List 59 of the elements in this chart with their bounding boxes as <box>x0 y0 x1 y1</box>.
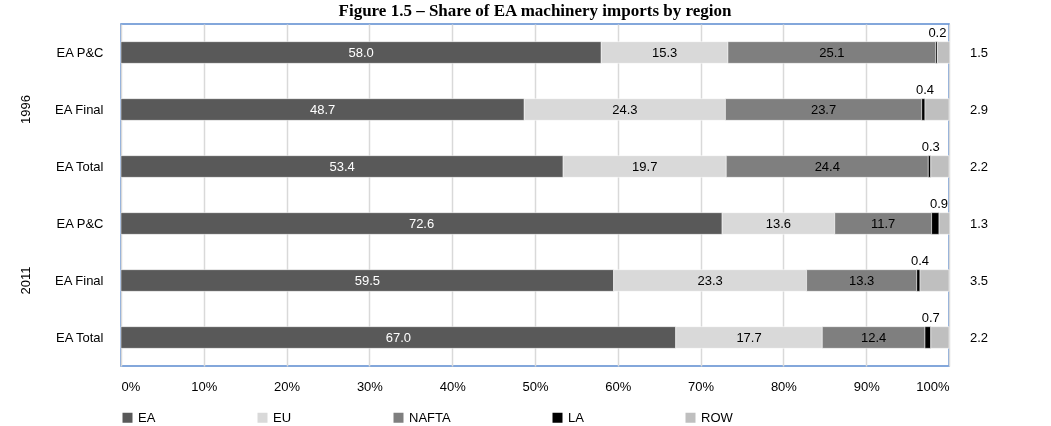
legend-label: NAFTA <box>409 409 451 425</box>
data-label: 19.7 <box>632 158 658 174</box>
data-label: 1.5 <box>969 44 989 60</box>
y-tick-label: EA Final <box>55 272 104 288</box>
data-label: 1.3 <box>969 215 989 231</box>
x-tick-label: 80% <box>770 378 798 394</box>
data-label: 24.3 <box>612 101 638 117</box>
data-label: 25.1 <box>819 44 845 60</box>
x-tick-label: 70% <box>688 378 715 394</box>
data-label: 0.2 <box>928 24 947 40</box>
legend-label: EA <box>138 409 156 425</box>
text: 1996 <box>18 95 33 124</box>
chart-title: Figure 1.5 – Share of EA machinery imports by region <box>338 1 732 20</box>
x-tick-label: 30% <box>356 378 384 394</box>
data-label: 23.7 <box>810 101 837 117</box>
legend-label: EU <box>273 409 292 425</box>
data-label: 0.3 <box>921 138 940 154</box>
data-label: 24.4 <box>814 158 840 174</box>
data-label: 13.6 <box>765 215 792 231</box>
data-label: 53.4 <box>329 158 355 174</box>
x-tick-label: 20% <box>274 378 301 394</box>
text: 2011 <box>18 266 33 295</box>
data-label: 0.4 <box>910 252 930 268</box>
data-label: 0.4 <box>915 81 935 97</box>
legend-label: LA <box>568 409 585 425</box>
y-tick-label: EA P&C <box>56 44 104 60</box>
data-label: 17.7 <box>736 329 762 345</box>
data-label: 13.3 <box>848 272 875 288</box>
data-label: 48.7 <box>309 101 336 117</box>
y-tick-label: EA Total <box>56 329 104 345</box>
data-label: 15.3 <box>651 44 678 60</box>
y-tick-label: EA Final <box>55 101 104 117</box>
legend-label: ROW <box>701 409 734 425</box>
bar <box>937 41 951 64</box>
x-tick-label: 90% <box>853 378 881 394</box>
data-label: 67.0 <box>385 329 412 345</box>
data-label: 3.5 <box>969 272 989 288</box>
bar <box>924 98 950 121</box>
data-label: 2.2 <box>969 329 989 345</box>
data-label: 72.6 <box>408 215 435 231</box>
data-label: 11.7 <box>871 215 896 231</box>
data-label: 59.5 <box>354 272 380 288</box>
data-label: 0.7 <box>921 309 940 325</box>
y-tick-label: EA P&C <box>56 215 104 231</box>
data-label: 0.9 <box>930 195 949 211</box>
data-label: 23.3 <box>697 272 723 288</box>
data-label: 2.2 <box>969 158 989 174</box>
x-tick-label: 100% <box>916 378 950 394</box>
data-label: 12.4 <box>861 329 887 345</box>
y-tick-label: EA Total <box>56 158 104 174</box>
x-tick-label: 60% <box>605 378 632 394</box>
x-tick-label: 50% <box>522 378 549 394</box>
bar <box>930 155 950 178</box>
x-tick-label: 40% <box>439 378 467 394</box>
x-tick-label: 0% <box>121 378 141 394</box>
data-label: 58.0 <box>348 44 374 60</box>
bar <box>919 269 950 292</box>
data-label: 2.9 <box>969 101 989 117</box>
x-tick-label: 10% <box>191 378 218 394</box>
